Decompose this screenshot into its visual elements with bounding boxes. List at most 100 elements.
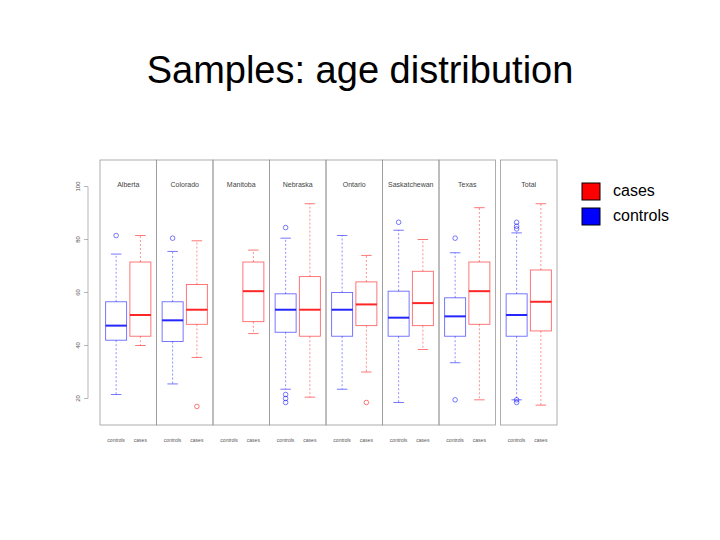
box [445,298,466,336]
box [530,270,551,331]
whisker-lower [309,336,310,397]
whisker-cap [280,238,291,239]
box [275,294,296,332]
x-tick-label: controls [333,437,351,443]
whisker-upper [422,240,423,272]
panel-title: Texas [458,181,477,188]
median [530,301,551,303]
outlier [114,233,119,238]
box-group [388,220,409,403]
box [106,302,127,340]
y-tick [84,186,88,187]
panel-frame [439,160,496,425]
box [299,277,320,337]
whisker-cap [337,235,348,236]
whisker-upper [366,255,367,282]
whisker-cap [393,230,404,231]
y-tick-label: 20 [75,395,81,402]
whisker-lower [479,324,480,400]
whisker-cap [135,345,146,346]
whisker-cap [536,203,547,204]
whisker-lower [366,326,367,372]
x-tick-label: cases [247,437,261,443]
x-tick-label: controls [164,437,182,443]
median [332,309,353,311]
box-group [243,250,264,333]
whisker-lower [116,340,117,394]
y-tick [84,292,88,293]
whisker-upper [455,253,456,298]
whisker-cap [450,252,461,253]
x-tick-label: cases [190,437,204,443]
outlier [283,225,288,230]
panel-title: Ontario [343,181,366,188]
whisker-lower [285,332,286,389]
whisker-lower [422,326,423,350]
whisker-lower [540,331,541,405]
title: Samples: age distribution [147,49,574,91]
x-tick-label: cases [534,437,548,443]
y-tick-label: 40 [75,342,81,349]
box-group [106,233,127,394]
whisker-cap [248,250,259,251]
whisker-cap [280,389,291,390]
x-tick-label: controls [277,437,295,443]
whisker-upper [398,230,399,291]
box-group [332,236,353,390]
x-tick-label: cases [303,437,317,443]
box-group [275,225,296,405]
panel-title: Total [521,181,536,188]
box-group [186,241,207,409]
box [332,293,353,337]
outlier [195,404,200,409]
whisker-cap [418,239,429,240]
whisker-lower [196,324,197,357]
box-group [299,204,320,397]
median [506,314,527,316]
median [106,325,127,327]
x-tick-label: cases [473,437,487,443]
panel-frame [270,160,327,425]
median [388,317,409,319]
box-group [530,204,551,405]
x-tick-label: controls [446,437,464,443]
panel-title: Manitoba [227,181,256,188]
whisker-upper [540,204,541,270]
median [130,314,151,316]
median [412,302,433,304]
outlier [170,236,175,241]
legend-label: cases [613,182,655,199]
chart: Samples: age distribution20406080100Albe… [0,0,720,540]
outlier [396,220,401,225]
whisker-cap [167,251,178,252]
panel-title: Alberta [117,181,139,188]
box [506,294,527,336]
whisker-upper [253,250,254,262]
panel-frame [100,160,157,425]
x-tick-label: cases [134,437,148,443]
y-tick-label: 60 [75,289,81,296]
panel-frame [501,160,558,425]
box-group [356,255,377,404]
box-group [130,236,151,346]
box-group [445,236,466,402]
x-labels: casescasescasescasescasescasescasescases… [107,437,548,443]
median [243,290,264,292]
whisker-cap [450,362,461,363]
median [445,315,466,317]
outlier [364,400,369,405]
x-tick-label: controls [390,437,408,443]
whisker-cap [111,254,122,255]
whisker-upper [140,236,141,263]
whisker-upper [342,236,343,293]
whisker-upper [172,251,173,301]
whisker-cap [305,203,316,204]
box [469,262,490,324]
x-tick-label: controls [107,437,125,443]
box [186,285,207,325]
median [299,309,320,311]
whisker-lower [342,336,343,389]
box [130,262,151,336]
median [186,309,207,311]
box [356,282,377,326]
